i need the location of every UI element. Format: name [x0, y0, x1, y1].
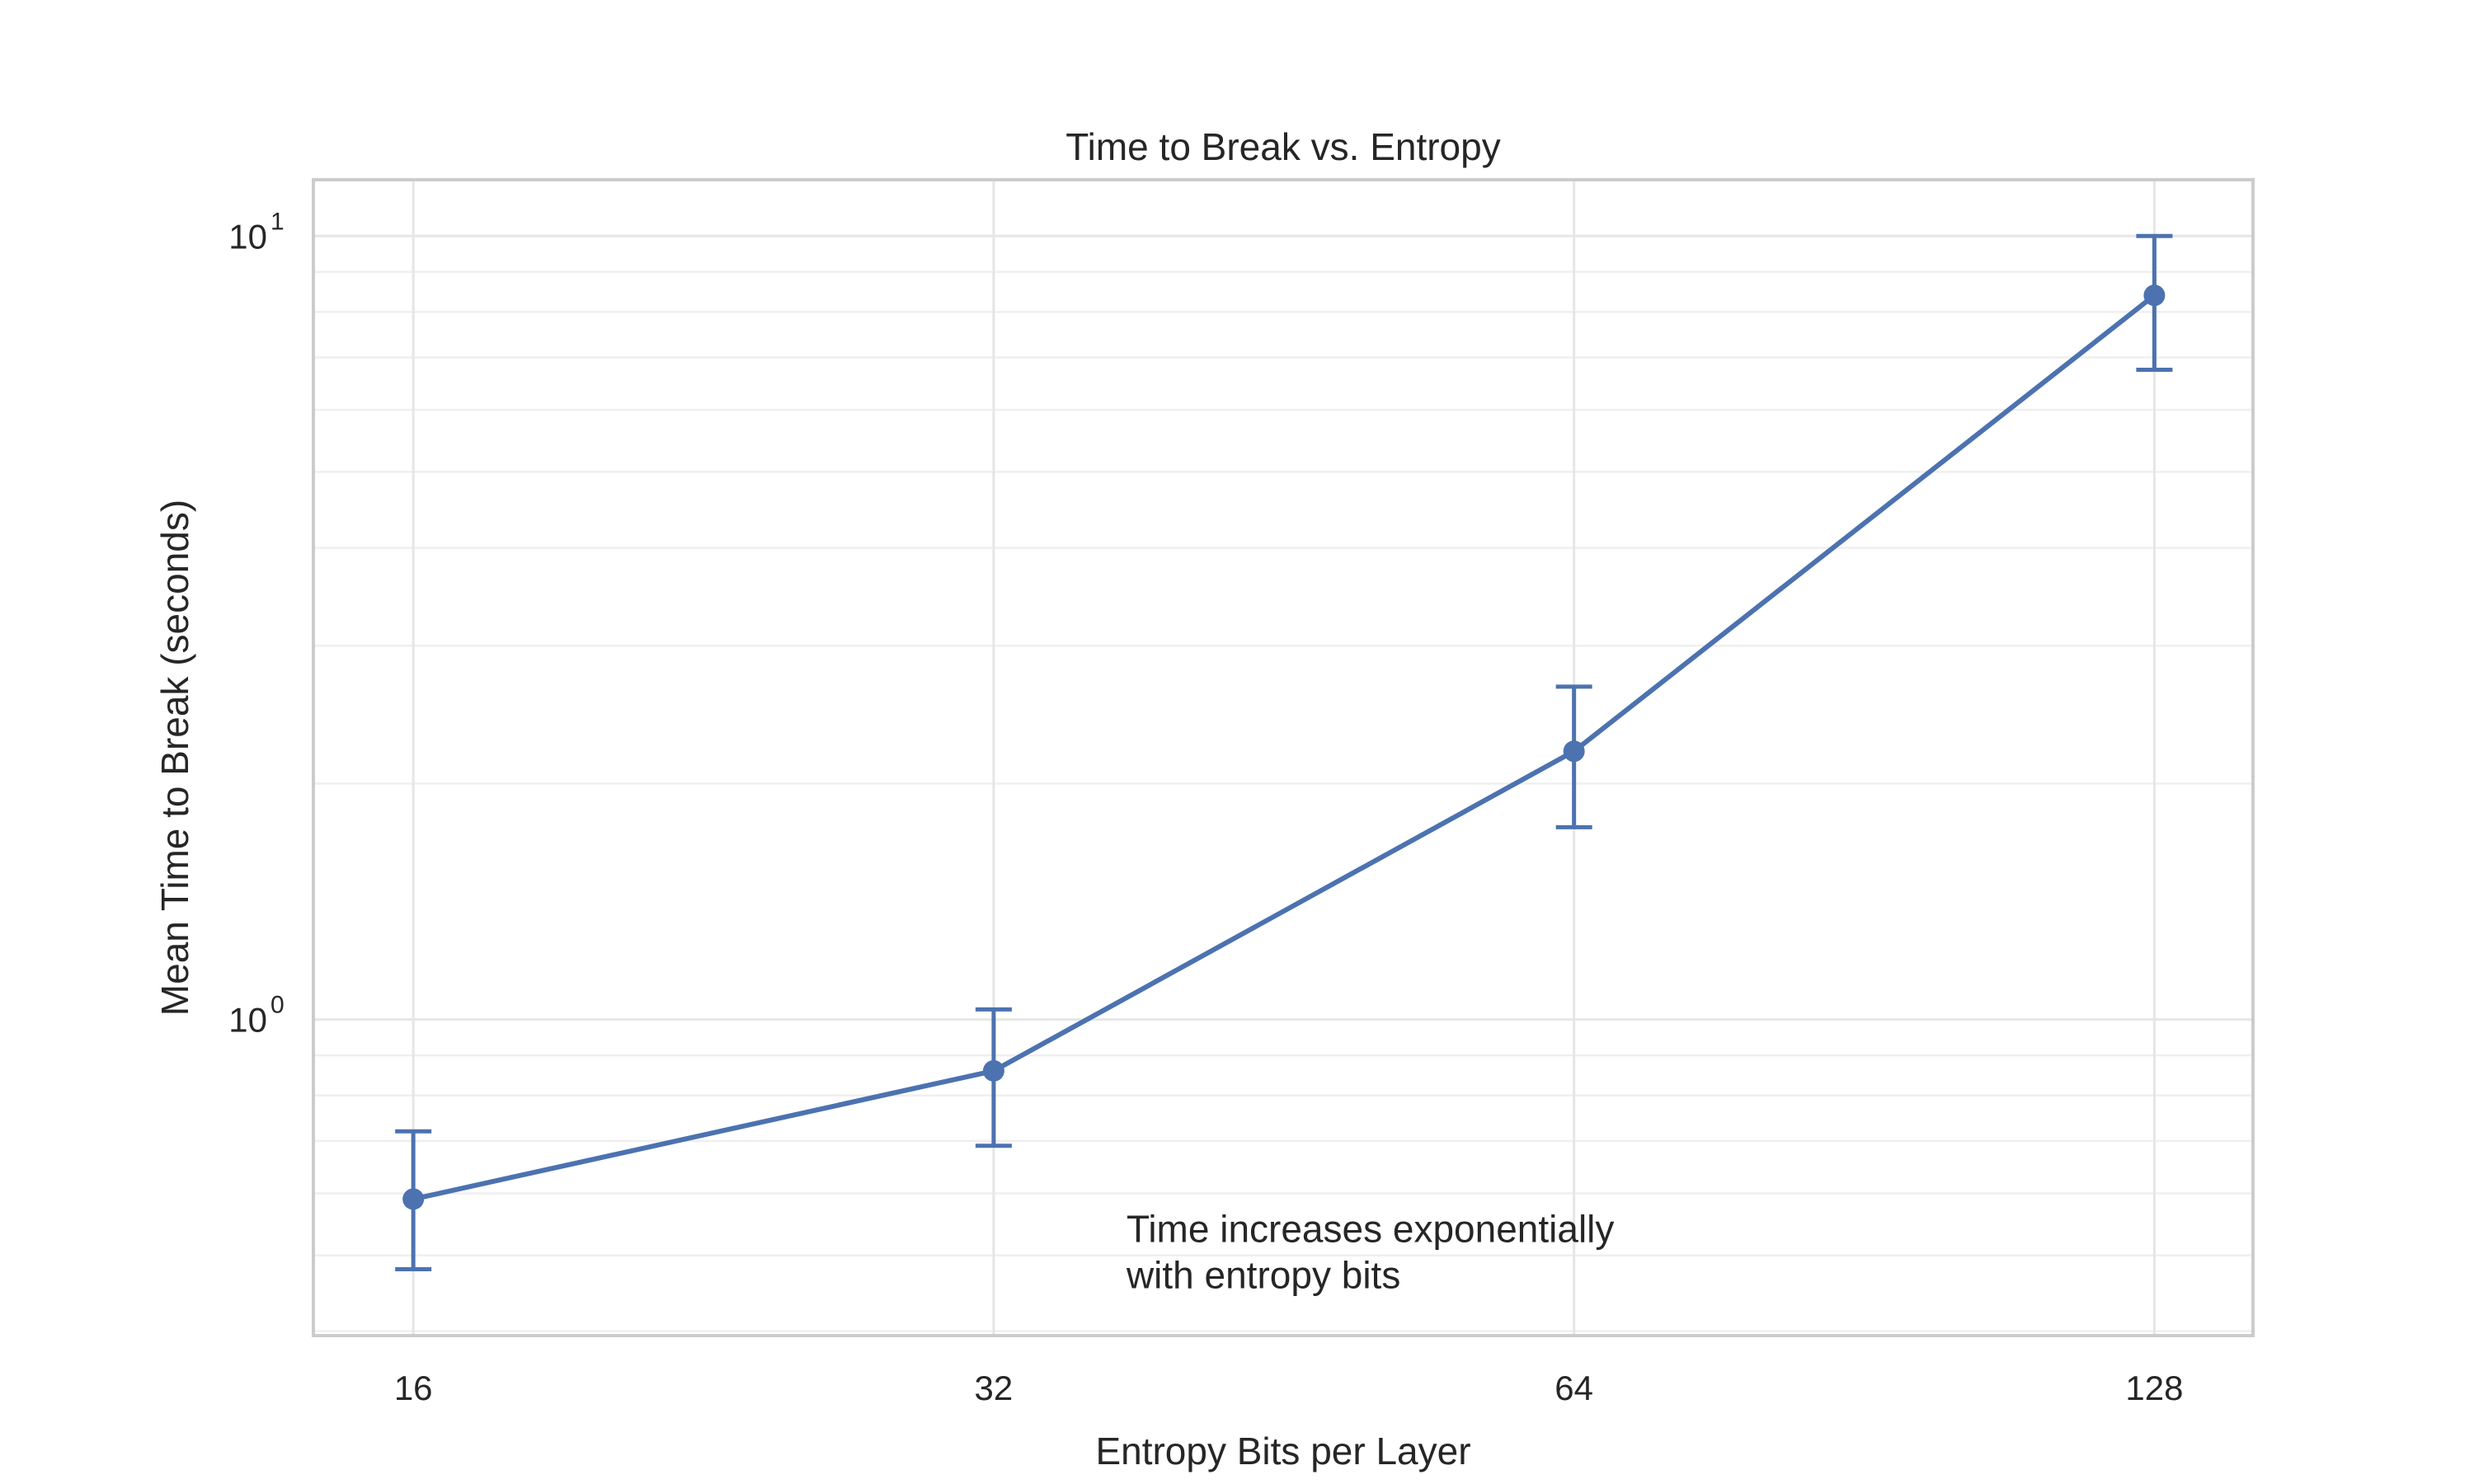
series-line	[412, 293, 2157, 1202]
chart-title: Time to Break vs. Entropy	[1065, 125, 1500, 168]
data-point	[1563, 740, 1585, 763]
grid	[313, 180, 2253, 1336]
y-tick-exponent: 0	[270, 992, 285, 1019]
y-tick-label: 10	[228, 1001, 267, 1040]
annotation-text: Time increases exponentially	[1126, 1208, 1614, 1251]
y-axis-label: Mean Time to Break (seconds)	[153, 500, 196, 1016]
data-point	[2143, 284, 2166, 307]
plot-frame	[312, 178, 2255, 1337]
x-axis-label: Entropy Bits per Layer	[1095, 1430, 1470, 1472]
x-tick-label: 32	[975, 1369, 1014, 1407]
x-tick-label: 128	[2125, 1369, 2183, 1407]
x-tick-label: 64	[1554, 1369, 1593, 1407]
annotation-text: with entropy bits	[1126, 1254, 1400, 1297]
x-tick-label: 16	[394, 1369, 433, 1407]
data-point	[982, 1059, 1004, 1082]
y-tick-exponent: 1	[270, 208, 285, 235]
data-point	[402, 1188, 425, 1210]
y-tick-label: 10	[228, 217, 267, 256]
series	[395, 233, 2173, 1272]
